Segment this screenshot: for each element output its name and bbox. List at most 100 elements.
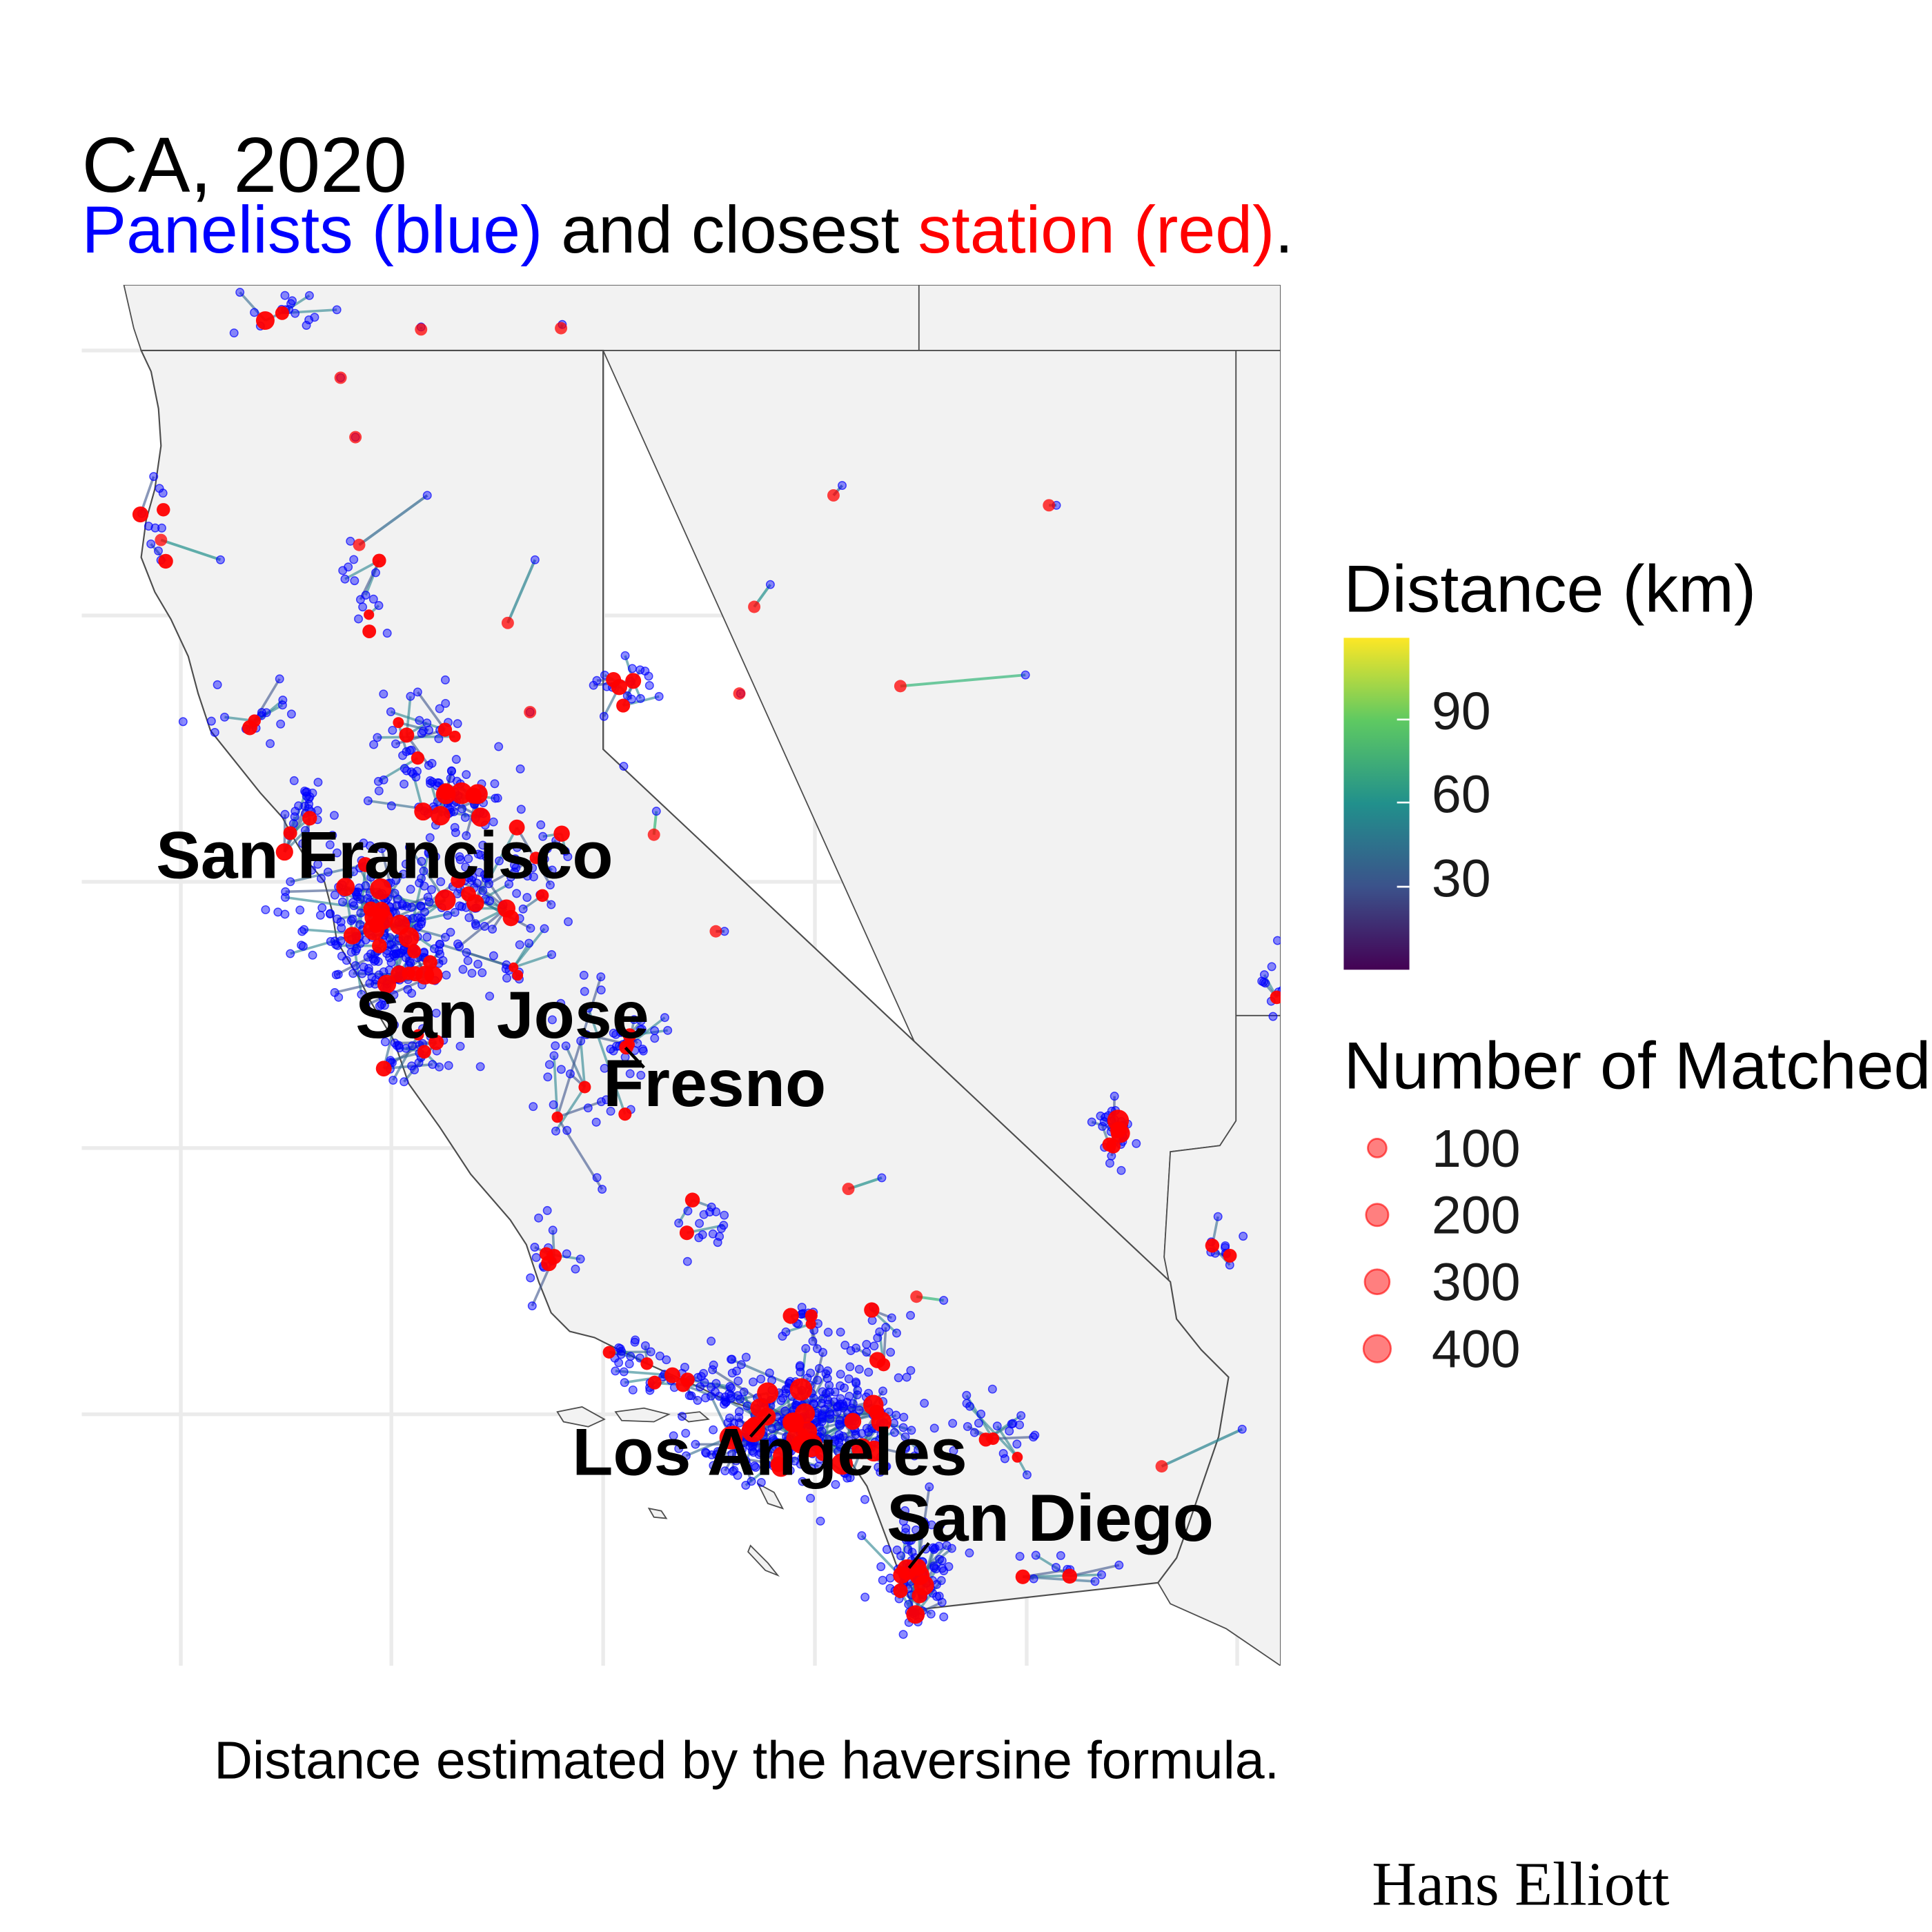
panelist-point [304, 290, 314, 300]
panelist-point [1237, 1424, 1247, 1434]
panelist-point [836, 1381, 845, 1390]
panelist-point [536, 820, 546, 829]
panelist-point [280, 809, 290, 819]
panelist-point [290, 308, 300, 318]
panelist-point [691, 1439, 700, 1449]
panelist-point [357, 969, 367, 978]
station-point [349, 431, 362, 444]
station-point [724, 1426, 742, 1443]
panelist-point [308, 950, 317, 960]
panelist-point [812, 1344, 822, 1354]
panelist-point [406, 691, 415, 701]
panelist-point [846, 1346, 856, 1355]
panelist-point [477, 968, 487, 978]
panelist-point [700, 1448, 710, 1457]
panelist-point [220, 712, 229, 722]
panelist-point [338, 897, 347, 907]
panelist-point [475, 867, 484, 877]
panelist-point [431, 1008, 441, 1018]
panelist-point [998, 1449, 1008, 1458]
panelist-point [720, 1396, 729, 1406]
panelist-point [1056, 1550, 1065, 1560]
city-label-san-diego: San Diego [887, 1480, 1214, 1555]
oregon-region [123, 284, 1281, 351]
panelists-legend-title: Number of Matched Panelists [1343, 1028, 1932, 1103]
station-point [611, 679, 628, 696]
station-point [911, 1588, 927, 1604]
panelist-point [323, 867, 333, 877]
connection-line [900, 673, 1026, 688]
panelist-point [864, 1368, 874, 1377]
panelist-point [700, 1378, 709, 1388]
city-pointer-fresno [624, 1046, 645, 1069]
station-point [437, 722, 453, 737]
panelist-point [678, 1412, 687, 1421]
station-point [529, 851, 542, 865]
legend-label-200: 200 [1432, 1186, 1521, 1245]
panelist-point [334, 992, 344, 1002]
connection-line [1023, 1575, 1096, 1583]
panelist-point [663, 1025, 673, 1035]
panelist-point [457, 902, 466, 911]
station-point [782, 1412, 802, 1432]
panelist-point [627, 664, 637, 673]
panelist-point [694, 1233, 704, 1243]
panelist-point [510, 867, 519, 877]
panelist-point [423, 892, 433, 902]
panelist-point [624, 1359, 634, 1369]
panelist-point [882, 1461, 891, 1471]
panelist-point [576, 1036, 586, 1046]
panelist-point [874, 1462, 883, 1472]
connection-line [253, 678, 281, 722]
station-point [757, 1382, 779, 1404]
panelist-point [683, 1206, 693, 1216]
panelist-point [235, 288, 245, 297]
station-point [509, 962, 519, 973]
panelist-point [422, 932, 432, 942]
panelist-point [562, 1249, 571, 1259]
panelist-point [1000, 1454, 1009, 1463]
panelist-point [544, 1060, 554, 1070]
station-point [551, 1111, 563, 1123]
panelist-point [720, 1210, 729, 1220]
panelist-point [355, 920, 365, 929]
panelist-point [388, 725, 397, 735]
panelist-point [898, 1423, 908, 1432]
station-point [1106, 1138, 1121, 1154]
station-point [471, 807, 491, 827]
panelist-point [157, 523, 166, 533]
station-point [578, 1081, 591, 1094]
station-point [255, 311, 275, 331]
panelist-point [909, 1451, 919, 1461]
panelist-point [386, 707, 395, 717]
panelist-point [348, 969, 358, 978]
panelist-point [725, 1382, 735, 1391]
station-point [844, 1412, 862, 1430]
station-point [423, 955, 437, 970]
subtitle-middle: and closest [542, 192, 918, 267]
panelist-point [707, 1202, 716, 1212]
panelist-point [418, 726, 428, 736]
panelist-point [936, 1520, 945, 1530]
station-point [831, 1453, 854, 1475]
panelist-point [693, 1396, 702, 1405]
station-point [640, 1357, 653, 1370]
panelist-point [709, 1461, 718, 1470]
panelist-point [407, 1061, 417, 1071]
panelist-point [760, 1457, 769, 1467]
panelist-point [290, 807, 300, 816]
panelist-point [1098, 1122, 1107, 1131]
panelist-point [354, 614, 363, 624]
panelist-point [374, 601, 384, 610]
panelist-point [467, 968, 477, 978]
panelist-point [413, 687, 422, 697]
panelist-point [1015, 1420, 1025, 1430]
panelist-point [545, 880, 555, 890]
station-point [372, 938, 387, 954]
panelist-point [742, 1401, 752, 1411]
panelist-point [229, 328, 239, 338]
panelist-point [562, 1125, 572, 1135]
panelist-point [646, 1347, 656, 1357]
panelist-point [600, 1063, 609, 1073]
panelist-point [542, 844, 552, 854]
